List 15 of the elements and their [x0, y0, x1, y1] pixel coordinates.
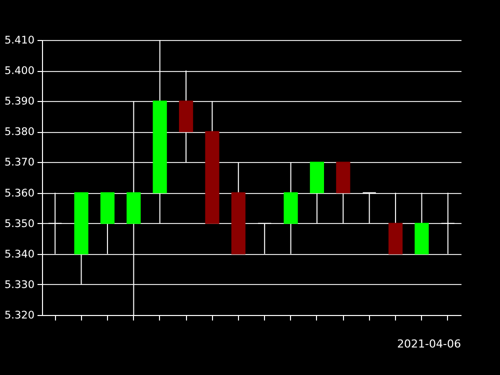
candlestick — [258, 222, 272, 254]
y-tick-label: 5.340 — [4, 248, 34, 260]
candlestick — [440, 192, 455, 254]
candlestick — [362, 192, 376, 224]
y-tick-label: 5.320 — [4, 310, 34, 322]
y-tick-label: 5.370 — [4, 156, 34, 169]
y-tick-label: 5.380 — [4, 126, 34, 138]
y-tick-label: 5.330 — [4, 278, 34, 291]
text: 2021-04-06 — [397, 338, 461, 350]
candlestick — [48, 192, 62, 254]
y-tick-label: 5.390 — [4, 96, 34, 108]
y-tick-label: 5.400 — [4, 65, 34, 78]
y-tick-label: 5.360 — [4, 187, 34, 200]
y-tick-label: 5.410 — [4, 34, 34, 46]
y-tick-label: 5.350 — [4, 218, 34, 230]
